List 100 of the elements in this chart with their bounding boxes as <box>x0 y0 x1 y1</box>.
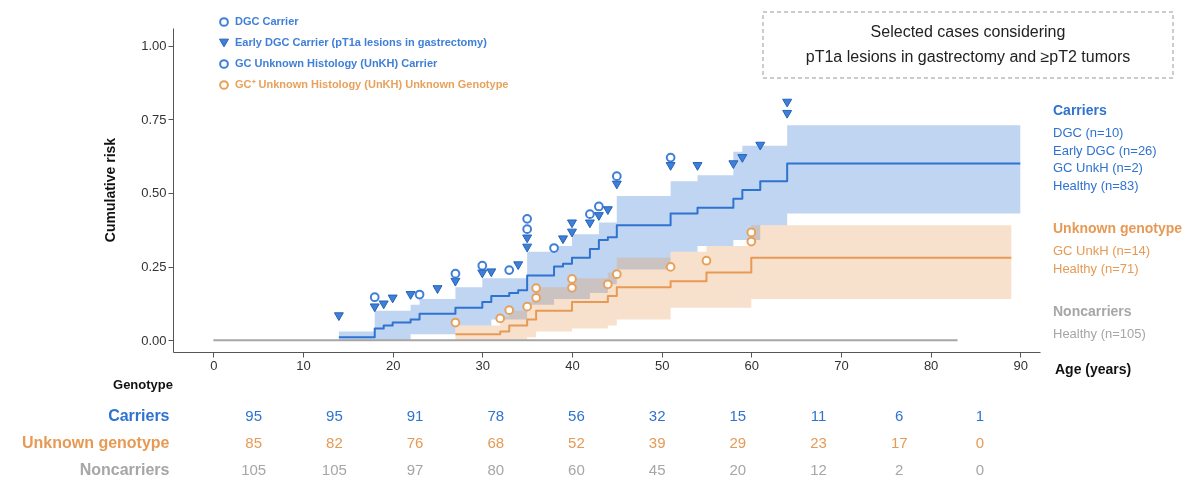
point <box>585 209 595 220</box>
point <box>665 152 676 163</box>
point <box>504 305 515 316</box>
y-tick-label: Noncarriers <box>79 461 170 478</box>
point <box>558 235 568 245</box>
point <box>549 243 559 253</box>
y-tick-label: 1.00 <box>141 38 167 54</box>
legend-label: GC⁺ Unknown Histology (UnKH) Unknown Genotype <box>235 78 509 90</box>
legend-label: DGC Carrier <box>235 15 300 27</box>
data-label: 17 <box>890 433 908 451</box>
x-tick-label: 0 <box>210 357 218 373</box>
data-label: 60 <box>568 460 585 478</box>
data-label: 68 <box>487 433 505 451</box>
data-label: 2 <box>895 460 904 478</box>
text: Noncarriers <box>1053 303 1132 319</box>
point <box>522 214 533 224</box>
data-label: 11 <box>810 406 827 424</box>
y-tick-label: 0.50 <box>141 185 167 201</box>
data-label: 15 <box>729 406 747 424</box>
point <box>755 141 766 151</box>
x-tick-label: 60 <box>744 357 760 373</box>
text: Carriers <box>1053 102 1107 118</box>
text: Healthy (n=71) <box>1053 260 1139 276</box>
data-label: 82 <box>326 433 343 451</box>
point <box>477 269 488 279</box>
text: GC UnkH (n=2) <box>1053 160 1143 175</box>
point <box>405 291 416 300</box>
data-label: 29 <box>729 433 747 451</box>
point <box>387 294 398 304</box>
data-label: 91 <box>406 406 424 424</box>
data-label: 105 <box>321 460 347 478</box>
y-tick-label: 0.25 <box>141 259 167 275</box>
text: GC UnkH (n=14) <box>1053 243 1151 258</box>
data-label: 52 <box>568 433 585 451</box>
data-label: 105 <box>241 460 267 478</box>
point <box>692 162 703 171</box>
point <box>728 160 739 170</box>
point <box>513 261 524 271</box>
chart-title: Selected cases considering pT1a lesions in gastrectomy and ≥pT2 tumors <box>805 23 1131 65</box>
x-tick-label: 90 <box>1013 357 1029 373</box>
point <box>522 234 533 244</box>
legend-label: GC Unknown Histology (UnKH) Carrier <box>235 57 439 69</box>
point <box>522 301 533 312</box>
y-tick-label: Unknown genotype <box>21 434 170 451</box>
point <box>414 289 425 300</box>
point <box>665 162 676 171</box>
y-axis-title: Genotype <box>113 377 173 392</box>
y-axis-title: Cumulative risk <box>102 137 118 243</box>
point <box>504 265 515 275</box>
y-tick-label: 0.75 <box>141 111 167 127</box>
data-label: 23 <box>810 433 827 451</box>
point <box>611 269 622 280</box>
data-label: 12 <box>810 460 827 478</box>
data-label: 95 <box>245 406 263 424</box>
point <box>567 219 577 229</box>
point <box>450 277 461 287</box>
point <box>522 243 533 253</box>
data-label: 39 <box>648 433 666 451</box>
point <box>737 154 748 163</box>
point <box>522 224 533 235</box>
data-label: 0 <box>975 433 985 451</box>
point <box>701 255 712 266</box>
point <box>477 260 488 271</box>
point <box>369 292 380 303</box>
text: Early DGC (n=26) <box>1053 142 1157 158</box>
data-label: 1 <box>975 406 985 424</box>
data-label: 85 <box>245 433 263 451</box>
point <box>665 262 676 272</box>
data-label: 32 <box>648 406 666 424</box>
data-label: 95 <box>326 406 343 424</box>
data-label: 80 <box>487 460 505 478</box>
point <box>602 206 613 215</box>
data-label: 78 <box>487 406 505 424</box>
point <box>782 109 793 119</box>
point <box>782 98 793 108</box>
point <box>611 171 622 182</box>
point <box>369 303 380 313</box>
point <box>594 201 604 212</box>
point <box>593 212 604 221</box>
point <box>531 292 541 303</box>
x-tick-label: 10 <box>296 357 311 373</box>
legend-label: Early DGC Carrier (pT1a lesions in gastrectomy) <box>235 36 488 48</box>
text: Healthy (n=105) <box>1053 326 1146 341</box>
text: Healthy (n=83) <box>1053 177 1139 193</box>
y-tick-label: 0.00 <box>141 332 167 348</box>
data-label: 20 <box>729 460 747 478</box>
x-axis-title: Age (years) <box>1055 361 1132 377</box>
data-label: 56 <box>568 406 585 424</box>
data-label: 45 <box>648 460 666 478</box>
point <box>333 312 344 322</box>
point <box>450 268 461 279</box>
x-tick-label: 30 <box>475 357 491 373</box>
point <box>584 219 595 229</box>
text: Unknown genotype <box>1053 220 1183 236</box>
point <box>746 227 757 238</box>
y-tick-label: Carriers <box>108 407 170 424</box>
x-tick-label: 40 <box>565 357 580 373</box>
data-label: 6 <box>895 406 904 424</box>
point <box>450 317 461 328</box>
point <box>611 180 622 190</box>
